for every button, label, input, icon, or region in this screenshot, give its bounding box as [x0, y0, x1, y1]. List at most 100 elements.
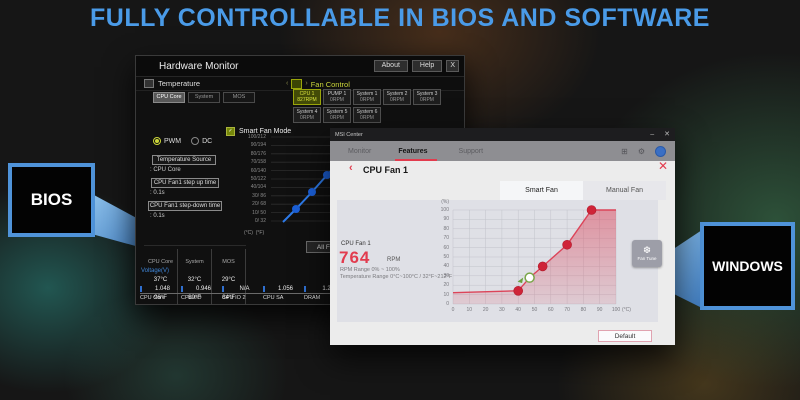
tab-fan-control[interactable]: ‹ › Fan Control: [286, 79, 350, 89]
sensor-tab-system[interactable]: System: [188, 92, 220, 103]
step-up-time-value: : 0.1s: [150, 190, 165, 196]
gear-icon[interactable]: ⚙: [637, 146, 645, 156]
tab-manual-fan[interactable]: Manual Fan: [583, 181, 666, 200]
about-button[interactable]: About: [373, 60, 408, 72]
axis-tick-label: 50: [531, 307, 538, 313]
fan-button[interactable]: System 2 0RPM: [383, 89, 411, 105]
voltage-names-row: CPU Core CPU I/O CPU IO 2 CPU SA DRAM: [140, 293, 350, 301]
axis-tick-label: 10: [443, 291, 449, 298]
radio-icon: [153, 137, 161, 145]
temp-cell: MOS 29°C 84°F: [212, 249, 246, 305]
fan-tune-icon: ❆: [643, 245, 651, 255]
msi-titlebar: MSI Center – ✕: [330, 128, 675, 141]
user-avatar-icon[interactable]: [655, 145, 666, 157]
fan-button[interactable]: System 5 0RPM: [323, 107, 351, 123]
smart-fan-chart-svg[interactable]: [452, 205, 617, 305]
radio-icon: [191, 137, 200, 145]
step-up-time-button[interactable]: CPU Fan1 step up time: [151, 178, 219, 188]
dc-radio[interactable]: DC: [191, 137, 212, 145]
axis-tick-label: 10: [466, 307, 473, 313]
bios-label-box: BIOS: [8, 163, 95, 237]
fan-selector-grid: CPU 1 827RPM PUMP 1 0RPM System 1 0RPM Syst…: [293, 89, 463, 123]
axis-tick-label: 0: [446, 301, 449, 307]
tab-support[interactable]: Support: [458, 147, 484, 155]
fan-button[interactable]: System 4 0RPM: [293, 107, 321, 123]
fan-output-mode: PWM DC: [153, 137, 212, 145]
tab-features[interactable]: Features: [398, 147, 428, 155]
bios-window-buttons: About Help X: [373, 60, 459, 72]
windows-label: WINDOWS: [712, 258, 783, 274]
axis-tick-label: 40/104: [250, 184, 266, 191]
tab-smart-fan[interactable]: Smart Fan: [500, 181, 583, 200]
fan-name-label: CPU Fan 1: [341, 241, 371, 247]
windows-label-box: WINDOWS: [700, 222, 795, 310]
default-button[interactable]: Default: [598, 330, 652, 342]
axis-tick-label: 100: [440, 207, 449, 213]
axis-tick-label: 90/194: [250, 142, 266, 149]
pwm-radio[interactable]: PWM: [153, 137, 181, 145]
temperature-source-button[interactable]: Temperature Source: [152, 155, 216, 165]
sensor-tab-cpu-core[interactable]: CPU Core: [153, 92, 185, 103]
fan-button[interactable]: System 3 0RPM: [413, 89, 441, 105]
smart-fan-mode-checkbox[interactable]: ✓ Smart Fan Mode: [226, 127, 291, 136]
axis-tick-label: 90: [596, 307, 603, 313]
axis-tick-label: 60: [548, 307, 554, 313]
msi-nav-bar: Monitor Features Support ⊞ ⚙: [330, 141, 675, 161]
bios-label: BIOS: [30, 190, 73, 209]
voltage-tick-icon: [263, 285, 265, 292]
voltage-cell: 1.2: [304, 284, 345, 293]
fan-button[interactable]: System 1 0RPM: [353, 89, 381, 105]
smart-fan-chart[interactable]: (%) 0 10 20 30 40 50 60 70 80 90 100 0 10 20 30 40 50 60 70…: [441, 199, 631, 313]
msi-toolbar-icons: ⊞ ⚙: [621, 145, 666, 157]
tab-temperature[interactable]: Temperature: [158, 79, 201, 88]
axis-tick-label: 70: [443, 235, 449, 242]
fan-button[interactable]: CPU 1 827RPM: [293, 89, 321, 105]
fan-button[interactable]: PUMP 1 0RPM: [323, 89, 351, 105]
voltage-tick-icon: [222, 285, 224, 292]
step-down-time-button[interactable]: CPU Fan1 step-down time: [148, 201, 222, 211]
msi-page-title: CPU Fan 1: [363, 165, 409, 175]
voltage-cell: N/A: [222, 284, 263, 293]
prev-arrow-icon[interactable]: ‹: [286, 80, 289, 87]
axis-tick-label: 100: [611, 307, 621, 313]
fan-tune-button[interactable]: ❆ Fan Tune: [632, 240, 662, 267]
sensor-tabs: CPU Core System MOS: [153, 92, 255, 103]
voltage-cell: 1.056: [263, 284, 304, 293]
page-title: FULLY CONTROLLABLE IN BIOS AND SOFTWARE: [90, 4, 710, 32]
back-chevron-icon[interactable]: ‹: [349, 162, 353, 174]
axis-tick-label: 20/ 68: [252, 201, 266, 208]
voltage-section-label: Voltage(V): [141, 268, 170, 274]
axis-tick-label: 40: [515, 307, 521, 313]
fan-rpm-unit: RPM: [387, 257, 401, 263]
axis-tick-label: 60/140: [250, 167, 266, 174]
msi-window-title: MSI Center: [335, 131, 363, 138]
fan-rpm-value: 764: [339, 248, 371, 267]
bios-titlebar: Hardware Monitor About Help X: [136, 56, 464, 77]
bios-close-button[interactable]: X: [446, 60, 459, 72]
bios-graph-y-axis: 100/212 90/194 80/176 70/158 60/140 50/122 40/…: [240, 134, 268, 229]
apps-grid-icon[interactable]: ⊞: [621, 146, 628, 156]
minimize-button[interactable]: –: [650, 131, 655, 138]
thermometer-icon: [144, 79, 154, 88]
next-arrow-icon[interactable]: ›: [305, 80, 308, 87]
axis-tick-label: 90: [443, 216, 449, 223]
bios-window-title: Hardware Monitor: [159, 60, 239, 72]
msi-close-button[interactable]: ✕: [664, 131, 670, 138]
axis-tick-label: 80: [580, 307, 587, 313]
temperature-readouts: CPU Core 37°C 98°F System 32°C 89°F MOS 29°C 8…: [144, 245, 246, 305]
temp-cell: CPU Core 37°C 98°F: [144, 249, 178, 305]
bios-graph-units: (°C) (°F): [244, 230, 265, 236]
help-button[interactable]: Help: [411, 60, 443, 72]
axis-tick-label: 30: [443, 272, 449, 279]
fan-button[interactable]: System 6 0RPM: [353, 107, 381, 123]
panel-close-icon[interactable]: ✕: [658, 159, 669, 173]
tab-monitor[interactable]: Monitor: [348, 147, 372, 155]
active-tab-underline: [395, 159, 437, 161]
msi-center-window: MSI Center – ✕ Monitor Features Support …: [330, 128, 675, 345]
axis-tick-label: 30: [499, 307, 505, 313]
axis-tick-label: 30/ 86: [252, 192, 266, 199]
axis-tick-label: 0: [451, 307, 455, 313]
axis-label: (%): [441, 199, 449, 205]
sensor-tab-mos[interactable]: MOS: [223, 92, 255, 103]
